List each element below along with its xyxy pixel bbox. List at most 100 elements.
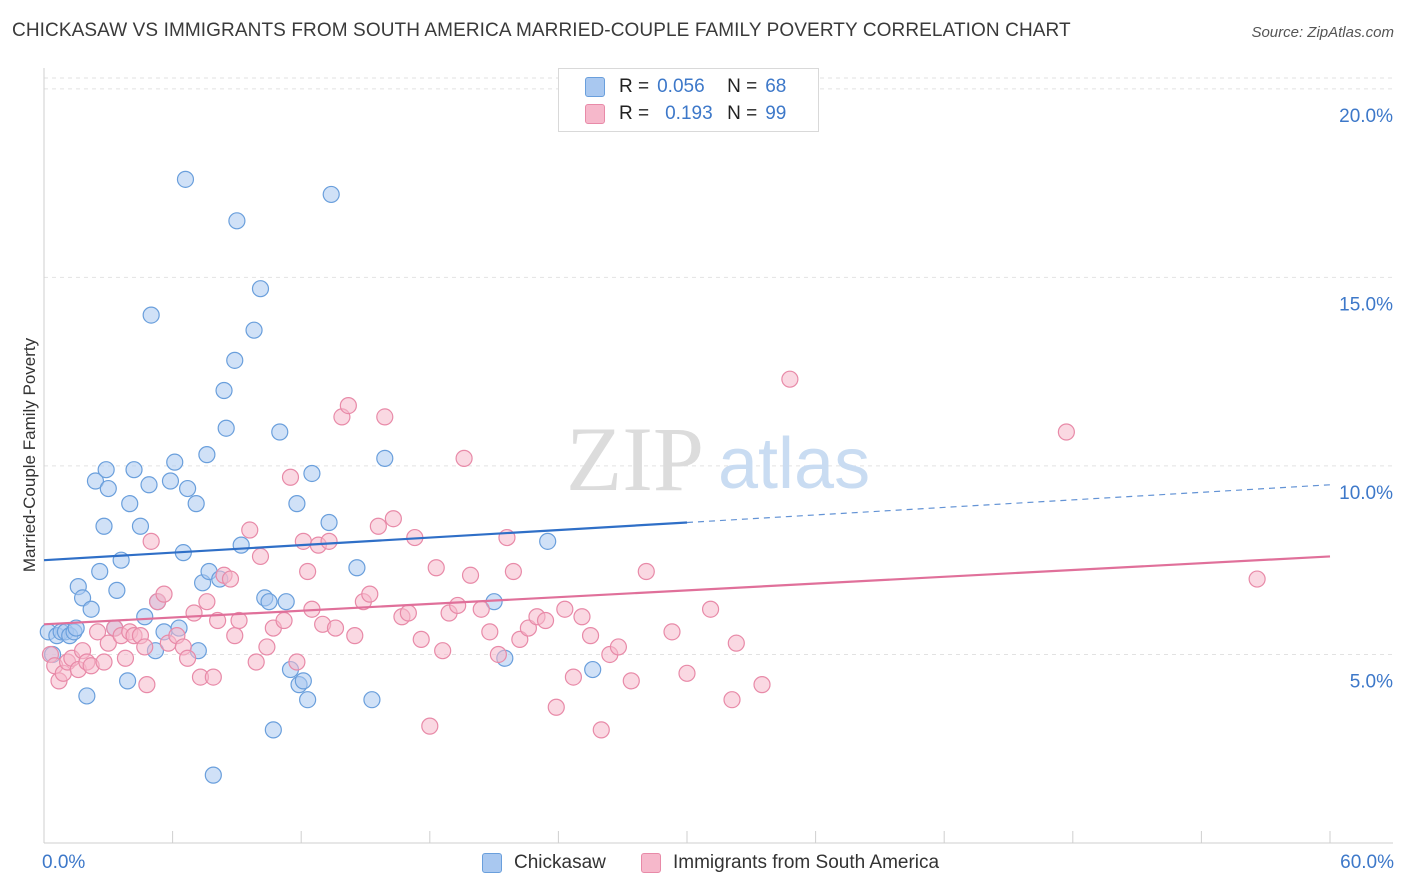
- chickasaw-point: [121, 495, 139, 513]
- immigrants-point: [221, 570, 240, 588]
- immigrants-point: [95, 653, 113, 671]
- immigrants-point: [753, 676, 771, 694]
- legend-n-label: N =: [727, 76, 758, 97]
- legend-n-value: 68: [765, 76, 787, 97]
- immigrants-point: [241, 521, 259, 539]
- y-tick-label: 15.0%: [1339, 294, 1393, 315]
- immigrants-point: [421, 717, 439, 735]
- y-tick-labels: 5.0% 10.0% 15.0% 20.0%: [1339, 106, 1393, 693]
- immigrants-point: [209, 611, 227, 630]
- immigrants-point: [361, 585, 379, 603]
- chickasaw-point: [348, 559, 366, 577]
- x-tick-label-min: 0.0%: [42, 852, 86, 873]
- immigrants-point: [281, 468, 300, 486]
- chickasaw-point: [82, 600, 100, 618]
- immigrants-point: [99, 634, 117, 652]
- chickasaw-point: [97, 461, 115, 479]
- chickasaw-point: [363, 691, 381, 709]
- y-tick-label: 5.0%: [1350, 671, 1393, 692]
- legend-row-chickasaw: R = 0.056 N = 68: [585, 74, 786, 100]
- y-tick-label: 10.0%: [1339, 483, 1393, 504]
- series-legend: Chickasaw Immigrants from South America: [0, 852, 1406, 878]
- chickasaw-point: [299, 691, 317, 709]
- immigrants-point: [185, 604, 203, 622]
- immigrants-point: [155, 585, 173, 603]
- chickasaw-point: [198, 446, 216, 464]
- chickasaw-point: [294, 672, 312, 690]
- watermark-atlas: atlas: [718, 424, 870, 504]
- immigrants-point: [204, 668, 222, 686]
- legend-r-value: 0.056: [657, 76, 705, 97]
- blue-swatch: [585, 77, 605, 97]
- immigrants-point: [663, 623, 681, 641]
- immigrants-point: [198, 593, 216, 611]
- immigrants-point: [179, 649, 197, 667]
- immigrants-point: [461, 566, 480, 584]
- chickasaw-point: [232, 536, 250, 554]
- immigrants-point: [678, 664, 696, 682]
- immigrants-point: [581, 627, 600, 645]
- immigrants-point: [320, 532, 338, 550]
- pink-swatch: [585, 104, 605, 124]
- immigrants-point: [339, 396, 357, 415]
- chart-source: Source: ZipAtlas.com: [1251, 24, 1394, 41]
- chickasaw-trend-extension: [686, 484, 1331, 524]
- immigrants-point: [622, 672, 640, 690]
- chickasaw-point: [217, 419, 235, 437]
- immigrants-point: [1248, 570, 1266, 588]
- immigrants-point: [346, 627, 364, 645]
- chickasaw-point: [322, 185, 340, 204]
- chickasaw-point: [78, 687, 96, 705]
- immigrants-point: [592, 721, 610, 739]
- chickasaw-point: [86, 472, 105, 490]
- legend-n-value: 99: [765, 103, 787, 124]
- pink-swatch: [641, 853, 661, 873]
- immigrants-point: [369, 517, 387, 535]
- chickasaw-point: [303, 464, 321, 483]
- immigrants-point: [536, 611, 555, 630]
- chickasaw-point: [187, 495, 205, 513]
- chickasaw-point: [166, 453, 184, 471]
- chickasaw-point: [215, 381, 233, 400]
- trend-lines: [43, 484, 1331, 626]
- immigrants-point: [455, 449, 473, 467]
- watermark-zip: ZIP: [566, 408, 704, 510]
- chickasaw-point: [584, 660, 602, 679]
- chart-title: CHICKASAW VS IMMIGRANTS FROM SOUTH AMERI…: [12, 20, 1071, 41]
- immigrants-point: [449, 596, 467, 615]
- series-name: Chickasaw: [514, 852, 606, 873]
- blue-swatch: [482, 853, 502, 873]
- chickasaw-point: [271, 423, 289, 441]
- chickasaw-point: [131, 517, 150, 535]
- immigrants-point: [230, 611, 248, 630]
- immigrants-point: [138, 676, 156, 694]
- immigrants-point: [504, 562, 522, 581]
- immigrants-point: [142, 532, 160, 550]
- immigrants-point: [489, 645, 507, 664]
- chickasaw-point: [264, 721, 282, 739]
- immigrants-point: [251, 547, 270, 566]
- immigrants-point: [326, 619, 345, 637]
- immigrants-point: [258, 638, 276, 656]
- chickasaw-point: [99, 479, 117, 498]
- chickasaw-point: [539, 532, 557, 550]
- watermark: ZIP atlas: [566, 408, 870, 510]
- immigrants-point: [701, 600, 720, 618]
- chickasaw-point: [228, 212, 246, 230]
- legend-r-value: 0.193: [665, 103, 713, 124]
- series-legend-immigrants: Immigrants from South America: [641, 852, 939, 874]
- legend-n-label: N =: [727, 103, 758, 124]
- immigrants-point: [637, 562, 655, 581]
- chickasaw-point: [67, 619, 85, 637]
- chickasaw-point: [179, 479, 197, 498]
- immigrants-point: [376, 408, 394, 426]
- chickasaw-point: [95, 517, 113, 535]
- immigrants-point: [88, 623, 107, 641]
- chickasaw-point: [204, 766, 222, 784]
- chickasaw-point: [73, 589, 92, 607]
- legend-r-label: R =: [619, 76, 650, 97]
- immigrants-point: [556, 600, 574, 618]
- chickasaw-point: [277, 593, 295, 611]
- x-tick-label-max: 60.0%: [1340, 852, 1394, 873]
